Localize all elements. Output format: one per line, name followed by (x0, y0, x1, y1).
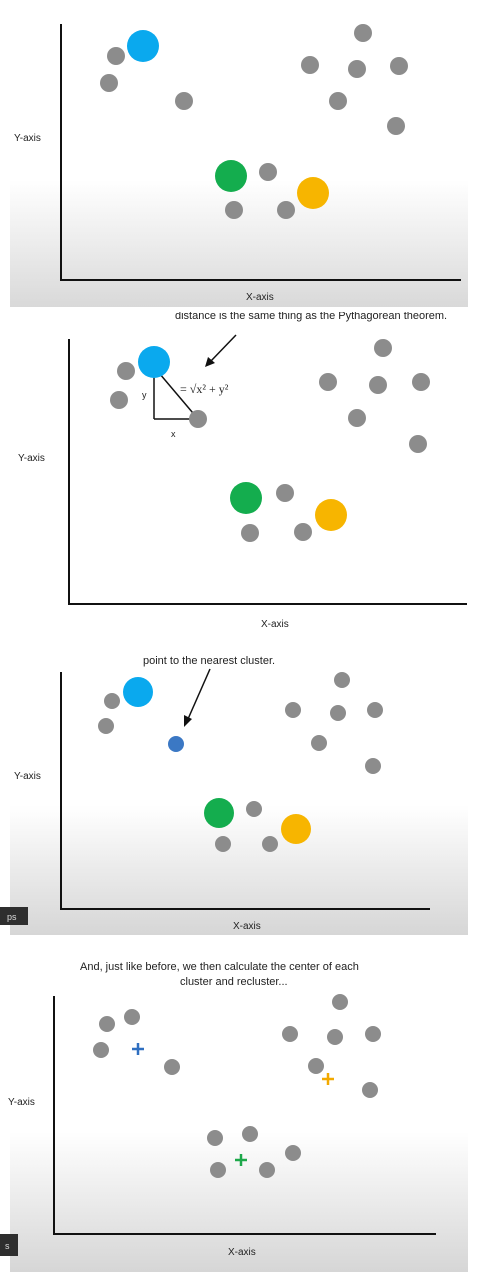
data-point (367, 702, 383, 718)
data-point (332, 994, 348, 1010)
data-point (246, 801, 262, 817)
data-point (99, 1016, 115, 1032)
data-point (387, 117, 405, 135)
scatter-plot-1: Y-axis X-axis (10, 0, 468, 307)
data-point (390, 57, 408, 75)
video-badge-text: s (5, 1241, 10, 1251)
data-point (262, 836, 278, 852)
centroid-marker-orange (322, 1073, 334, 1085)
video-badge (0, 1234, 18, 1256)
data-point (327, 1029, 343, 1045)
caption-text: point to the nearest cluster. (143, 655, 275, 667)
data-point (277, 201, 295, 219)
data-point (210, 1162, 226, 1178)
cluster-center-blue (123, 677, 153, 707)
data-point (215, 836, 231, 852)
x-axis-label: X-axis (233, 921, 261, 932)
video-badge-text: ps (7, 912, 17, 922)
background-shade (10, 805, 468, 935)
centroid-marker-green (235, 1154, 247, 1166)
data-point (330, 705, 346, 721)
cluster-center-blue (127, 30, 159, 62)
data-point (348, 60, 366, 78)
data-point (93, 1042, 109, 1058)
data-point (301, 56, 319, 74)
arrow-head (184, 715, 192, 727)
data-point (117, 362, 135, 380)
cluster-center-green (215, 160, 247, 192)
data-point (362, 1082, 378, 1098)
data-point (294, 523, 312, 541)
data-point (319, 373, 337, 391)
data-point (285, 1145, 301, 1161)
data-point (189, 410, 207, 428)
background-shade (10, 180, 468, 307)
data-point (164, 1059, 180, 1075)
data-point (175, 92, 193, 110)
data-point (412, 373, 430, 391)
data-point (276, 484, 294, 502)
data-point (311, 735, 327, 751)
data-point (124, 1009, 140, 1025)
data-point (259, 1162, 275, 1178)
data-point (259, 163, 277, 181)
scatter-plot-4: And, just like before, we then calculate… (0, 942, 468, 1272)
data-point (329, 92, 347, 110)
cluster-center-orange (315, 499, 347, 531)
data-point (334, 672, 350, 688)
data-point (207, 1130, 223, 1146)
y-axis-label: Y-axis (18, 453, 45, 464)
distance-formula: = √x² + y² (180, 382, 229, 396)
data-point (409, 435, 427, 453)
caption-line-2: cluster and recluster... (180, 976, 288, 988)
data-point (225, 201, 243, 219)
x-axis-label: X-axis (246, 292, 274, 303)
arrow-head (205, 357, 215, 367)
pointer-arrow (209, 334, 237, 363)
video-badge (0, 907, 28, 925)
cluster-center-green (230, 482, 262, 514)
triangle-y-label: y (142, 390, 147, 400)
caption-text: distance is the same thing as the Pythag… (175, 312, 447, 322)
data-point (241, 524, 259, 542)
data-point (98, 718, 114, 734)
cluster-center-blue (138, 346, 170, 378)
panel-assign-nearest: point to the nearest cluster. Y-axis X-a… (0, 645, 470, 935)
scatter-plot-2: distance is the same thing as the Pythag… (10, 312, 468, 640)
centroid-marker-blue (132, 1043, 144, 1055)
y-axis-label: Y-axis (14, 771, 41, 782)
scatter-plot-3: point to the nearest cluster. Y-axis X-a… (0, 645, 468, 935)
data-point (354, 24, 372, 42)
y-axis-label: Y-axis (14, 133, 41, 144)
data-point (285, 702, 301, 718)
data-point (104, 693, 120, 709)
x-axis-label: X-axis (228, 1247, 256, 1258)
panel-distance: distance is the same thing as the Pythag… (0, 312, 470, 640)
x-axis-label: X-axis (261, 619, 289, 630)
panel-recluster: And, just like before, we then calculate… (0, 942, 470, 1272)
data-point (100, 74, 118, 92)
data-point (107, 47, 125, 65)
cluster-center-orange (297, 177, 329, 209)
data-point (110, 391, 128, 409)
data-point (374, 339, 392, 357)
data-point (308, 1058, 324, 1074)
caption-line-1: And, just like before, we then calculate… (80, 961, 359, 973)
assigned-point-blue (168, 736, 184, 752)
y-axis-label: Y-axis (8, 1097, 35, 1108)
data-point (365, 758, 381, 774)
pointer-arrow (187, 668, 211, 720)
background-shade (10, 1132, 468, 1272)
data-point (369, 376, 387, 394)
data-point (242, 1126, 258, 1142)
data-point (365, 1026, 381, 1042)
data-point (282, 1026, 298, 1042)
data-point (348, 409, 366, 427)
cluster-center-green (204, 798, 234, 828)
cluster-center-orange (281, 814, 311, 844)
triangle-x-label: x (171, 429, 176, 439)
panel-initial-clusters: Y-axis X-axis (0, 0, 470, 307)
